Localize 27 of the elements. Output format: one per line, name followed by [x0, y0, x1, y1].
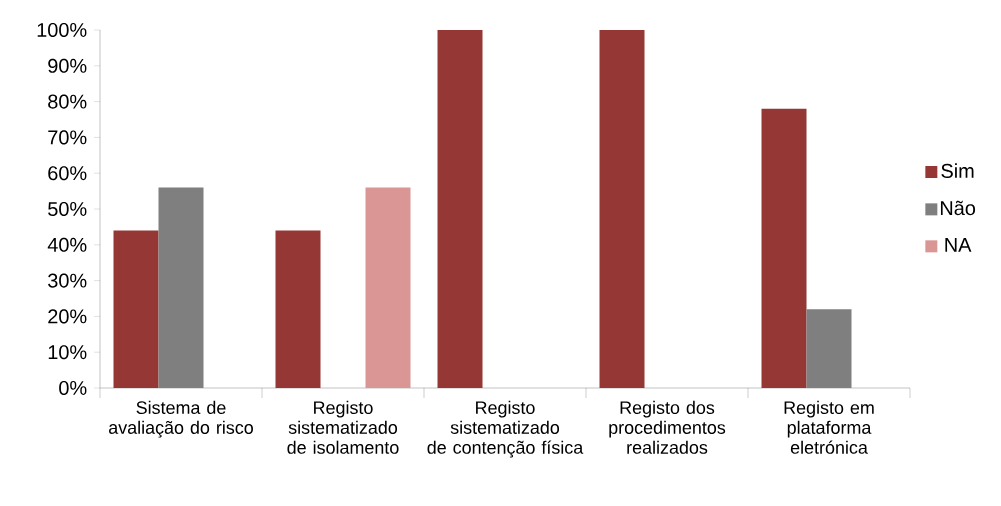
y-tick-label: 10% — [48, 345, 87, 360]
y-tick-label: 30% — [48, 273, 87, 288]
x-tick-label: Registo sistematizado de contenção física — [427, 400, 584, 458]
y-tick-label: 20% — [48, 309, 87, 324]
bar — [365, 187, 411, 388]
x-tick-label: Registo dos procedimentos realizados — [609, 400, 726, 454]
y-tick-label: 80% — [48, 94, 87, 109]
y-tick-label: 100% — [37, 22, 87, 38]
y-tick-label: 0% — [59, 380, 87, 396]
legend-label: Não — [940, 200, 976, 216]
x-tick-label: Sistema de avaliação do risco — [109, 400, 253, 438]
legend-label: NA — [945, 237, 972, 252]
legend-label: Sim — [941, 163, 974, 178]
y-tick-label: 40% — [47, 237, 87, 252]
bar — [158, 187, 204, 388]
x-tick-label: Registo sistematizado de isolamento — [287, 400, 399, 454]
bar — [437, 30, 483, 388]
y-tick-label: 60% — [48, 166, 87, 181]
x-tick-label: Registo em plataforma eletrónica — [784, 400, 874, 454]
y-tick-label: 70% — [48, 130, 87, 145]
y-tick-label: 50% — [48, 201, 87, 217]
bar — [113, 230, 159, 388]
y-tick-label: 90% — [48, 58, 87, 73]
bar — [275, 230, 321, 388]
bar — [761, 108, 807, 388]
bar — [806, 309, 852, 388]
bar — [599, 30, 645, 388]
